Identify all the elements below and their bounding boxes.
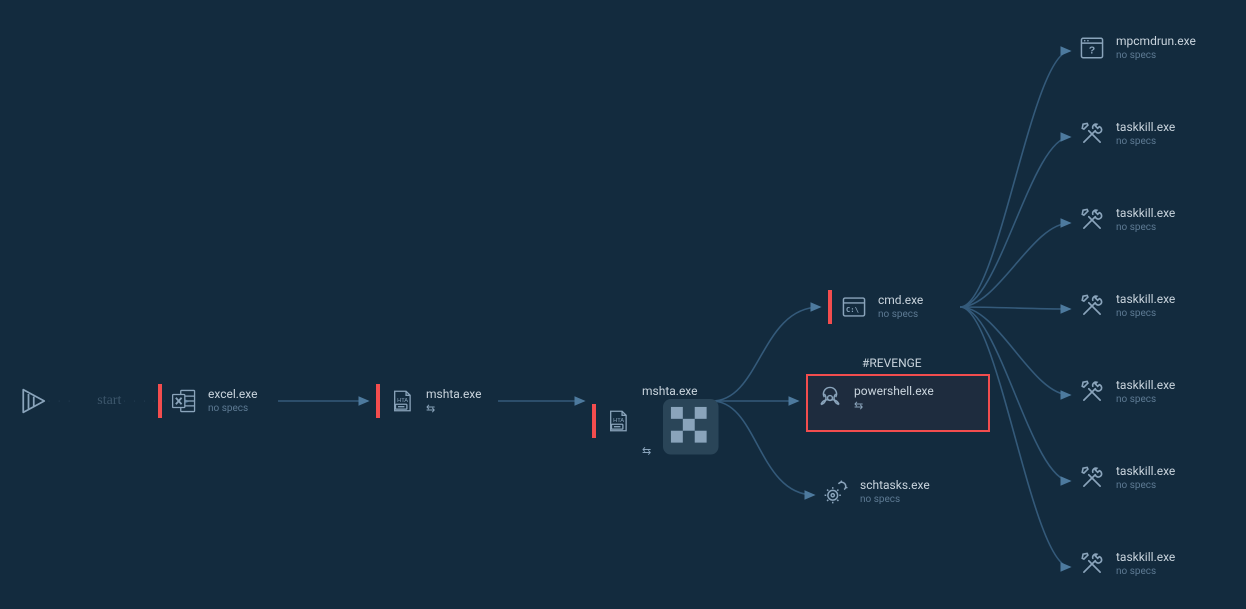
process-node-mshta1[interactable]: HTA mshta.exe⇆	[376, 384, 482, 418]
edges-layer	[0, 0, 1246, 609]
node-label: taskkill.exe	[1116, 206, 1175, 221]
node-label: taskkill.exe	[1116, 120, 1175, 135]
process-node-tk1[interactable]: taskkill.exeno specs	[1078, 120, 1175, 148]
node-sub: no specs	[1116, 135, 1175, 148]
tools-icon	[1078, 550, 1106, 578]
node-label: taskkill.exe	[1116, 378, 1175, 393]
process-node-tk6[interactable]: taskkill.exeno specs	[1078, 550, 1175, 578]
svg-text:HTA: HTA	[397, 398, 408, 404]
tools-icon	[1078, 464, 1106, 492]
start-dots: · · ·	[48, 397, 73, 406]
process-node-cmd[interactable]: C:\ cmd.exeno specs	[828, 290, 923, 324]
node-label: taskkill.exe	[1116, 550, 1175, 565]
alert-bar	[376, 384, 380, 418]
gear-icon	[822, 478, 850, 506]
alert-bar	[592, 404, 596, 438]
node-sub-arrows: ⇆	[642, 399, 698, 458]
svg-text:?: ?	[1089, 45, 1095, 57]
process-node-mpcmdrun[interactable]: ? mpcmdrun.exeno specs	[1078, 34, 1196, 62]
process-node-powershell[interactable]: powershell.exe⇆	[816, 384, 934, 412]
alert-bar	[828, 290, 832, 324]
tools-icon	[1078, 120, 1106, 148]
hta-icon: HTA	[388, 387, 416, 415]
node-text: excel.exeno specs	[208, 387, 258, 415]
node-label: taskkill.exe	[1116, 292, 1175, 307]
process-node-tk5[interactable]: taskkill.exeno specs	[1078, 464, 1175, 492]
node-label: schtasks.exe	[860, 478, 930, 493]
cmd-icon: C:\	[840, 293, 868, 321]
biohazard-icon	[816, 384, 844, 412]
process-node-schtasks[interactable]: schtasks.exeno specs	[822, 478, 930, 506]
play-icon	[18, 387, 46, 415]
node-label: excel.exe	[208, 387, 258, 402]
node-text: taskkill.exeno specs	[1116, 292, 1175, 320]
excel-icon	[170, 387, 198, 415]
tools-icon	[1078, 292, 1106, 320]
node-text: cmd.exeno specs	[878, 293, 923, 321]
process-node-tk2[interactable]: taskkill.exeno specs	[1078, 206, 1175, 234]
node-text: taskkill.exeno specs	[1116, 378, 1175, 406]
process-node-tk3[interactable]: taskkill.exeno specs	[1078, 292, 1175, 320]
hta-icon: HTA	[604, 407, 632, 435]
node-text: schtasks.exeno specs	[860, 478, 930, 506]
process-tree-diagram: · · · start · · · · · ▶ #REVENGE excel.e…	[0, 0, 1246, 609]
node-label: cmd.exe	[878, 293, 923, 308]
node-text: taskkill.exeno specs	[1116, 464, 1175, 492]
node-text: taskkill.exeno specs	[1116, 120, 1175, 148]
node-sub: no specs	[1116, 221, 1175, 234]
svg-text:HTA: HTA	[613, 418, 624, 424]
tools-icon	[1078, 206, 1106, 234]
node-label: powershell.exe	[854, 384, 934, 399]
revenge-tag: #REVENGE	[862, 356, 922, 370]
node-text: taskkill.exeno specs	[1116, 206, 1175, 234]
node-sub-arrows: ⇆	[854, 399, 934, 412]
node-text: powershell.exe⇆	[854, 384, 934, 412]
node-sub: no specs	[1116, 565, 1175, 578]
alert-bar	[158, 384, 162, 418]
start-label: start	[97, 393, 121, 409]
node-label: mshta.exe	[426, 387, 482, 402]
node-sub: no specs	[878, 308, 923, 321]
node-sub: no specs	[1116, 307, 1175, 320]
node-label: mshta.exe	[642, 384, 698, 399]
node-sub-arrows: ⇆	[426, 402, 482, 415]
node-sub: no specs	[1116, 479, 1175, 492]
tools-icon	[1078, 378, 1106, 406]
process-node-mshta2[interactable]: HTA mshta.exe⇆	[592, 384, 698, 458]
node-label: taskkill.exe	[1116, 464, 1175, 479]
window-icon: ?	[1078, 34, 1106, 62]
node-text: mshta.exe⇆	[642, 384, 698, 458]
node-sub: no specs	[1116, 49, 1196, 62]
node-text: mshta.exe⇆	[426, 387, 482, 415]
process-node-tk4[interactable]: taskkill.exeno specs	[1078, 378, 1175, 406]
node-text: mpcmdrun.exeno specs	[1116, 34, 1196, 62]
node-text: taskkill.exeno specs	[1116, 550, 1175, 578]
node-sub: no specs	[1116, 393, 1175, 406]
node-sub: no specs	[860, 493, 930, 506]
node-label: mpcmdrun.exe	[1116, 34, 1196, 49]
svg-text:C:\: C:\	[846, 305, 859, 314]
process-node-excel[interactable]: excel.exeno specs	[158, 384, 258, 418]
node-sub: no specs	[208, 402, 258, 415]
